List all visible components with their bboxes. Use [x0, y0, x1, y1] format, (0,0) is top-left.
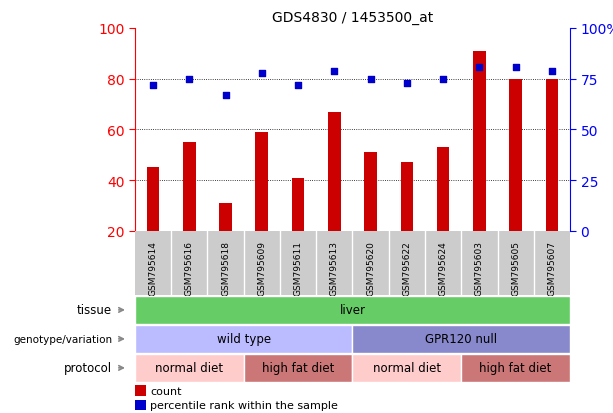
Point — [221, 93, 230, 99]
Text: percentile rank within the sample: percentile rank within the sample — [150, 400, 338, 410]
Bar — [328, 112, 341, 231]
Text: GSM795605: GSM795605 — [511, 241, 520, 296]
Point — [366, 76, 376, 83]
Text: GSM795618: GSM795618 — [221, 241, 230, 296]
Text: GSM795613: GSM795613 — [330, 241, 339, 296]
Point — [293, 82, 303, 89]
Text: count: count — [150, 386, 181, 396]
Point — [185, 76, 194, 83]
Title: GDS4830 / 1453500_at: GDS4830 / 1453500_at — [272, 11, 433, 25]
Text: GSM795616: GSM795616 — [185, 241, 194, 296]
Text: tissue: tissue — [77, 304, 112, 317]
Bar — [352, 354, 462, 382]
Text: protocol: protocol — [64, 361, 112, 375]
Point — [511, 64, 520, 71]
Bar — [400, 163, 413, 231]
Text: GSM795607: GSM795607 — [547, 241, 557, 296]
Bar — [244, 354, 352, 382]
Text: GSM795614: GSM795614 — [148, 241, 158, 296]
Bar — [437, 148, 449, 231]
Bar — [219, 204, 232, 231]
Text: high fat diet: high fat diet — [262, 361, 334, 375]
Bar — [546, 79, 558, 231]
Bar — [352, 325, 570, 353]
Text: wild type: wild type — [216, 332, 271, 346]
Text: high fat diet: high fat diet — [479, 361, 552, 375]
Text: GSM795624: GSM795624 — [439, 241, 447, 295]
Bar — [135, 386, 146, 396]
Point — [438, 76, 448, 83]
Point — [257, 70, 267, 77]
Text: GSM795622: GSM795622 — [402, 241, 411, 295]
Text: GSM795611: GSM795611 — [294, 241, 303, 296]
Bar — [256, 133, 268, 231]
Bar — [183, 143, 196, 231]
Point — [148, 82, 158, 89]
Point — [402, 80, 412, 87]
Bar — [135, 325, 352, 353]
Text: GPR120 null: GPR120 null — [425, 332, 497, 346]
Bar — [292, 178, 305, 231]
Text: normal diet: normal diet — [155, 361, 223, 375]
Point — [329, 68, 339, 75]
Text: normal diet: normal diet — [373, 361, 441, 375]
Text: genotype/variation: genotype/variation — [13, 334, 112, 344]
Text: GSM795603: GSM795603 — [475, 241, 484, 296]
Bar — [135, 400, 146, 410]
Point — [547, 68, 557, 75]
Bar — [461, 354, 570, 382]
Point — [474, 64, 484, 71]
Text: liver: liver — [340, 304, 365, 317]
Bar — [509, 79, 522, 231]
Bar — [473, 52, 485, 231]
Bar — [364, 153, 377, 231]
Bar — [147, 168, 159, 231]
Text: GSM795609: GSM795609 — [257, 241, 266, 296]
Text: GSM795620: GSM795620 — [366, 241, 375, 296]
Bar — [135, 354, 244, 382]
